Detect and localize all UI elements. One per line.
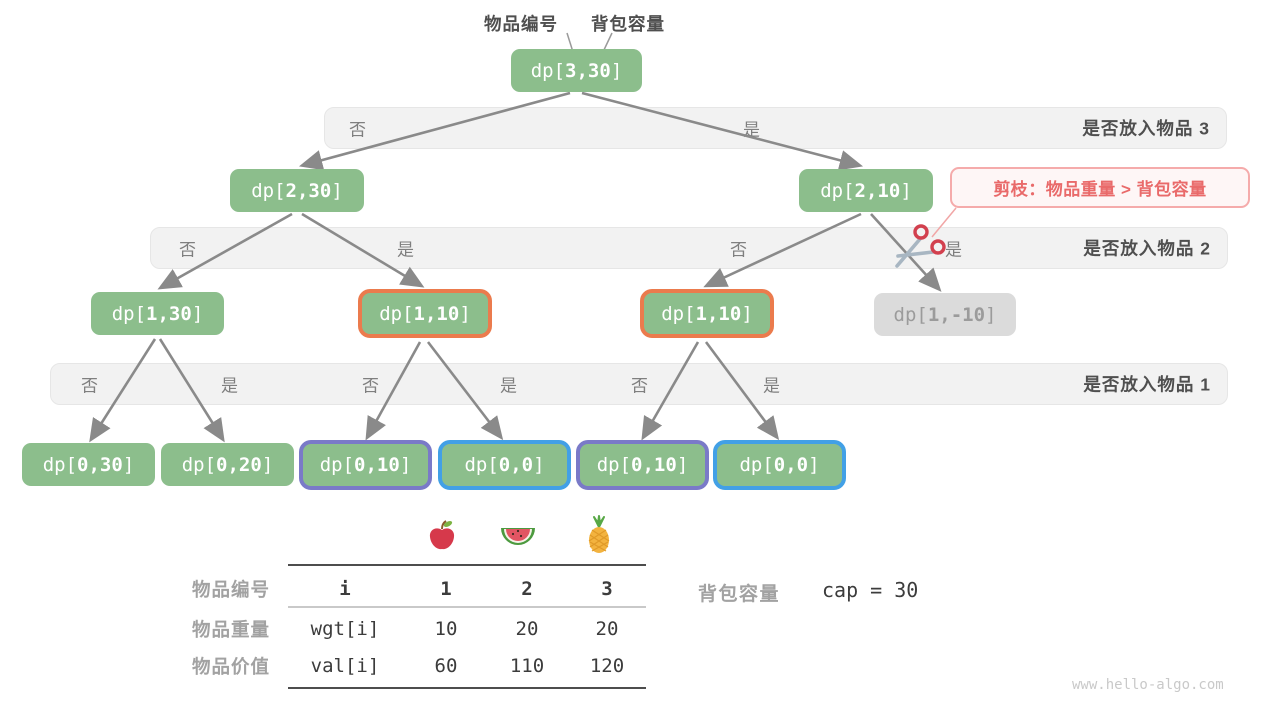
yes-label: 是: [221, 376, 238, 396]
no-label: 否: [81, 376, 98, 396]
edge: [703, 212, 862, 288]
table-rule-top: [288, 564, 646, 566]
no-label: 否: [631, 376, 648, 396]
item-number-label: 物品编号: [484, 14, 558, 34]
edge: [298, 91, 571, 171]
band-title: 是否放入物品 1: [1083, 374, 1211, 395]
table-header-cell: 2: [521, 578, 533, 600]
table-rule-bottom: [288, 687, 646, 689]
edge-pruned: [870, 213, 942, 292]
band-title: 是否放入物品 3: [1082, 118, 1210, 139]
capacity-label: 背包容量: [698, 584, 781, 605]
table-cell: 10: [434, 618, 458, 640]
table-rule-middle: [288, 606, 646, 608]
apple-icon: [429, 520, 455, 550]
edge: [704, 341, 780, 441]
tree-node-dp-0-10-highlighted: dp[0,10]: [299, 440, 432, 490]
yes-label: 是: [743, 120, 760, 140]
no-label: 否: [179, 240, 196, 260]
edge: [89, 338, 157, 443]
decision-band-item-2: 否 是 否 是 是否放入物品 2: [150, 227, 1228, 269]
table-cell-wgt-name: wgt[i]: [310, 618, 380, 640]
no-label: 否: [349, 120, 366, 140]
table-header-cell: 3: [601, 578, 613, 600]
tree-node-dp-3-30: dp[3,30]: [511, 49, 642, 92]
pointer-line: [566, 32, 574, 53]
tree-node-dp-0-20: dp[0,20]: [161, 443, 294, 486]
tree-node-dp-1-10-highlighted: dp[1,10]: [640, 289, 774, 338]
tree-node-dp-0-0-highlighted: dp[0,0]: [438, 440, 571, 490]
decision-band-item-1: 否 是 否 是 否 是 是否放入物品 1: [50, 363, 1228, 405]
edge: [365, 341, 422, 441]
tree-node-dp-1-neg10-pruned: dp[1,-10]: [874, 293, 1016, 336]
no-label: 否: [362, 376, 379, 396]
table-cell-val-name: val[i]: [310, 655, 380, 677]
pointer-line: [602, 32, 613, 53]
prune-pointer-line: [931, 207, 957, 238]
yes-label: 是: [763, 376, 780, 396]
edge: [581, 91, 864, 171]
tree-node-dp-2-30: dp[2,30]: [230, 169, 364, 212]
tree-node-dp-1-30: dp[1,30]: [91, 292, 224, 335]
row-label-item-number: 物品编号: [191, 579, 270, 600]
row-label-item-value: 物品价值: [191, 656, 270, 677]
yes-label: 是: [397, 240, 414, 260]
yes-label: 是: [500, 376, 517, 396]
decision-band-item-3: 否 是 是否放入物品 3: [324, 107, 1227, 149]
band-title: 是否放入物品 2: [1083, 238, 1211, 259]
scissors-icon: [895, 224, 946, 268]
row-label-item-weight: 物品重量: [191, 619, 270, 640]
table-cell: 20: [595, 618, 619, 640]
watermark: www.hello-algo.com: [1072, 677, 1224, 693]
watermelon-icon: [501, 528, 535, 545]
edge: [426, 341, 504, 441]
table-cell: 120: [589, 655, 625, 677]
tree-node-dp-1-10-highlighted: dp[1,10]: [358, 289, 492, 338]
capacity-value: cap = 30: [822, 578, 919, 602]
table-header-cell: 1: [440, 578, 452, 600]
knapsack-capacity-label: 背包容量: [591, 14, 665, 34]
table-header-cell: i: [339, 578, 351, 600]
tree-node-dp-0-30: dp[0,30]: [22, 443, 155, 486]
table-cell: 60: [434, 655, 458, 677]
edge: [158, 338, 225, 443]
pineapple-icon: [588, 515, 610, 553]
table-cell: 20: [515, 618, 539, 640]
table-cell: 110: [509, 655, 545, 677]
yes-label: 是: [945, 240, 962, 260]
pruning-annotation: 剪枝：物品重量 > 背包容量: [950, 167, 1250, 208]
tree-node-dp-2-10: dp[2,10]: [799, 169, 933, 212]
edge: [157, 212, 293, 290]
no-label: 否: [730, 240, 747, 260]
tree-node-dp-0-10-highlighted: dp[0,10]: [576, 440, 709, 490]
edge: [301, 212, 425, 288]
edge: [641, 341, 700, 441]
tree-node-dp-0-0-highlighted: dp[0,0]: [713, 440, 846, 490]
